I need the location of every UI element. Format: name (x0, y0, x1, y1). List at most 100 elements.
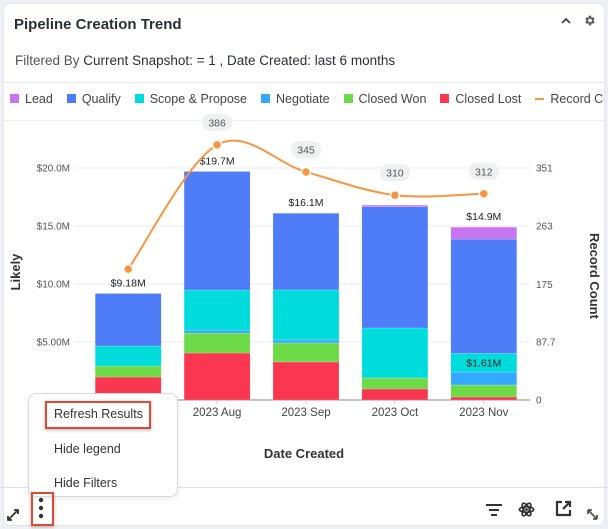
bar-segment-negotiate (183, 329, 251, 334)
y2-axis-title: Record Count (587, 233, 602, 320)
bar-segment-qualify (272, 212, 340, 291)
bar-total-label: $19.7M (200, 155, 235, 167)
bar-segment-closed-won (450, 384, 518, 398)
y2-tick-label: 351 (536, 164, 553, 175)
filter-lines-icon[interactable] (486, 503, 502, 521)
expand-icon[interactable] (6, 508, 20, 526)
y-tick-label: $10.0M (37, 280, 70, 291)
bar-segment-scope-propose (94, 345, 162, 367)
legend-swatch (440, 94, 450, 103)
y-tick-label: $5.00M (37, 338, 70, 349)
legend-label: Closed Lost (455, 92, 522, 106)
legend-item-lead[interactable]: Lead (10, 92, 53, 106)
record-count-point (478, 188, 490, 200)
point-label-bg (468, 162, 499, 180)
dashlet-title: Pipeline Creation Trend (14, 16, 182, 33)
point-label: 310 (386, 168, 404, 180)
bar-segment-scope-propose (183, 289, 251, 331)
bar-segment-closed-won (183, 332, 251, 354)
bar-segment-closed-lost (183, 352, 251, 401)
bar-segment-qualify (361, 206, 429, 329)
legend-item-closed-lost[interactable]: Closed Lost (440, 92, 521, 106)
bar-segment-label: $1.61M (466, 358, 501, 370)
highlight-refresh-results (45, 401, 151, 429)
legend-label: Negotiate (276, 92, 330, 106)
legend-swatch (134, 94, 144, 103)
y2-tick-label: 175 (536, 280, 553, 291)
legend-item-record-cou[interactable]: Record Cou (535, 92, 604, 106)
legend-label: Record Cou (550, 92, 604, 106)
record-count-line (127, 139, 484, 270)
x-tick-label: 2023 Sep (281, 407, 330, 419)
point-label-bg (291, 140, 321, 158)
filter-text: Current Snapshot: = 1 , Date Created: la… (83, 53, 396, 68)
bar-segment-scope-propose (361, 327, 429, 379)
y-tick-label: $20.0M (37, 164, 70, 175)
bar-segment-closed-won (94, 365, 162, 378)
resize-icon[interactable] (586, 508, 599, 525)
legend-divider (4, 120, 604, 121)
y-axis-title: Likely (8, 253, 23, 291)
record-count-point (389, 189, 401, 201)
bar-segment-negotiate (272, 339, 340, 344)
highlight-more-button (31, 492, 54, 526)
y2-tick-label: 0 (536, 396, 542, 407)
bar-segment-qualify (183, 171, 251, 291)
point-label-bg (202, 113, 233, 131)
legend-swatch (66, 94, 76, 103)
record-count-point (211, 139, 223, 151)
legend-swatch (343, 94, 353, 103)
bar-segment-lead (361, 204, 429, 207)
gear-icon[interactable] (583, 14, 596, 30)
record-count-point (122, 263, 134, 275)
bar-segment-negotiate (450, 371, 518, 386)
point-label: 312 (475, 166, 493, 178)
y-tick-label: $15.0M (37, 222, 70, 233)
y2-tick-label: 87.7 (536, 338, 556, 349)
bar-segment-closed-lost (450, 396, 518, 401)
bar-total-label: $9.18M (111, 278, 146, 290)
menu-item-hide-legend[interactable]: Hide legend (54, 442, 121, 456)
point-label-bg (379, 164, 410, 182)
legend-label: Closed Won (358, 92, 427, 106)
bar-total-label: $14.9M (466, 211, 501, 223)
legend-item-qualify[interactable]: Qualify (66, 92, 121, 106)
atom-gear-icon[interactable] (518, 501, 535, 522)
y2-tick-label: 263 (536, 222, 553, 233)
chevron-up-icon[interactable] (560, 14, 572, 30)
bar-segment-closed-won (272, 342, 340, 363)
menu-item-refresh-results[interactable]: Refresh Results (54, 407, 143, 421)
bar-total-label: $16.1M (288, 197, 323, 209)
bar-segment-qualify (94, 293, 162, 347)
x-tick-label: 2023 Nov (459, 407, 508, 419)
filter-prefix: Filtered By (15, 53, 80, 68)
point-label: 345 (297, 144, 315, 156)
record-count-point (300, 166, 312, 178)
legend-label: Lead (25, 92, 53, 106)
legend-label: Scope & Propose (149, 92, 248, 106)
external-link-icon[interactable] (555, 500, 572, 521)
x-axis-title: Date Created (264, 446, 344, 461)
legend-swatch (261, 94, 271, 103)
filter-summary: Filtered By Current Snapshot: = 1 , Date… (15, 53, 395, 68)
header-divider (4, 82, 604, 83)
bar-segment-closed-won (361, 377, 429, 390)
legend-item-scope-propose[interactable]: Scope & Propose (134, 92, 248, 106)
legend-swatch (535, 98, 545, 100)
legend-label: Qualify (81, 92, 121, 106)
chart-legend: Lead Qualify Scope & Propose Negotiate Close… (10, 92, 604, 106)
legend-item-closed-won[interactable]: Closed Won (343, 92, 427, 106)
bar-segment-qualify (450, 238, 518, 354)
more-vertical-icon[interactable] (35, 496, 47, 524)
menu-item-hide-filters[interactable]: Hide Filters (54, 476, 118, 490)
legend-item-negotiate[interactable]: Negotiate (261, 92, 330, 106)
bar-segment-lead (450, 226, 518, 240)
point-label: 386 (208, 117, 226, 129)
bar-segment-closed-lost (272, 361, 340, 401)
x-tick-label: 2023 Oct (372, 407, 419, 419)
bar-segment-scope-propose (272, 289, 340, 341)
bar-segment-closed-lost (361, 388, 429, 401)
x-tick-label: 2023 Aug (193, 407, 242, 419)
legend-swatch (10, 94, 19, 103)
